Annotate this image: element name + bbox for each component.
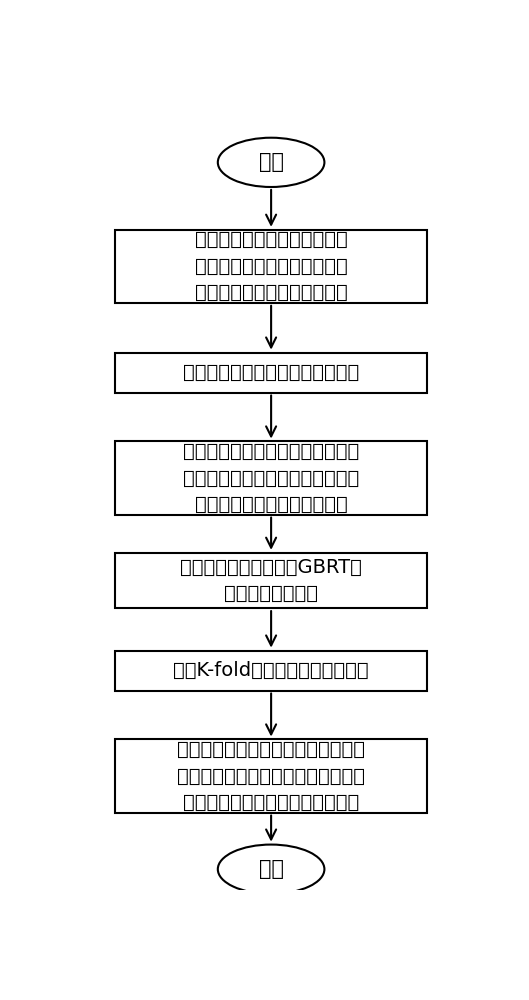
Text: 采用渐进梯度回归树（GBRT）
算法训练预测模型: 采用渐进梯度回归树（GBRT） 算法训练预测模型 xyxy=(180,558,362,603)
Text: 获取天气预报值，包括温度，
相对湿度，降雨量，天气，风
速，风向。获取本地光照强度: 获取天气预报值，包括温度， 相对湿度，降雨量，天气，风 速，风向。获取本地光照强… xyxy=(195,230,348,302)
Text: 开始: 开始 xyxy=(259,152,284,172)
FancyBboxPatch shape xyxy=(115,230,427,303)
FancyBboxPatch shape xyxy=(115,651,427,691)
Text: 数据筛选，异常值处理和空值填充: 数据筛选，异常值处理和空值填充 xyxy=(183,363,359,382)
FancyBboxPatch shape xyxy=(115,553,427,608)
Text: 采用K-fold验证方法进行交叉验证: 采用K-fold验证方法进行交叉验证 xyxy=(174,661,369,680)
Text: 结束: 结束 xyxy=(259,859,284,879)
Text: 构造特征，包括各要素数据，和当
日各要素数据的最大值、最小值、
平均值，和前一日同时刻数据: 构造特征，包括各要素数据，和当 日各要素数据的最大值、最小值、 平均值，和前一日… xyxy=(183,442,359,514)
Text: 调整参数，包括模型学习速率，子特
征集随机选择比例，回归树叶节点数
量，训练迭代次数。得到最优模型: 调整参数，包括模型学习速率，子特 征集随机选择比例，回归树叶节点数 量，训练迭代… xyxy=(177,740,365,812)
FancyBboxPatch shape xyxy=(115,353,427,393)
Ellipse shape xyxy=(218,845,324,894)
Ellipse shape xyxy=(218,138,324,187)
FancyBboxPatch shape xyxy=(115,739,427,813)
FancyBboxPatch shape xyxy=(115,441,427,515)
